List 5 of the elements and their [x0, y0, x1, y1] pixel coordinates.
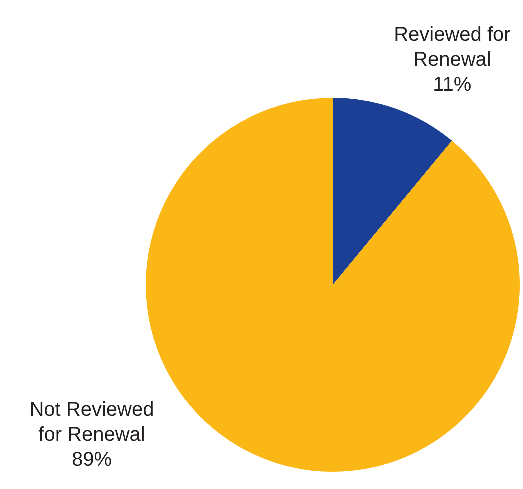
- slice-label: Reviewed for Renewal: [394, 24, 512, 72]
- pie-slice: [333, 98, 452, 285]
- slice-label: Not Reviewed for Renewal: [30, 398, 154, 446]
- data-label: 89%: [72, 448, 112, 471]
- data-label: 11%: [433, 74, 472, 96]
